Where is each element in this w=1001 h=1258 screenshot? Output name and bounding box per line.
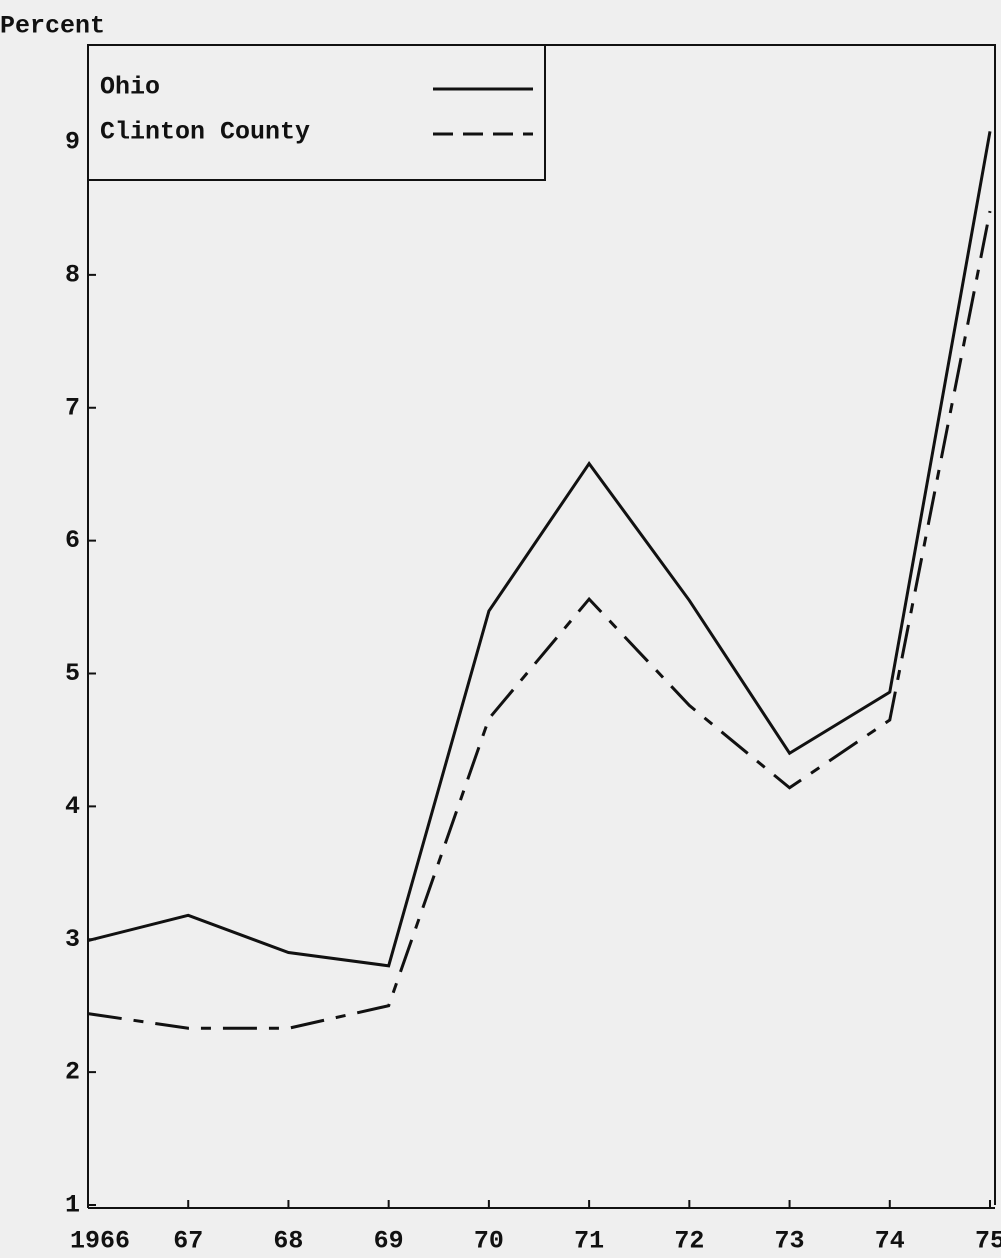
x-tick-label: 75: [975, 1227, 1001, 1256]
y-tick-label: 2: [65, 1058, 80, 1087]
series-line: [87, 131, 992, 968]
y-tick-label: 8: [65, 260, 80, 289]
y-tick-label: 1: [65, 1191, 80, 1220]
legend-label: Clinton County: [100, 118, 310, 147]
legend-label: Ohio: [100, 73, 160, 102]
y-tick-label: 5: [65, 659, 80, 688]
x-tick-label: 69: [374, 1227, 404, 1256]
x-tick-label: 73: [775, 1227, 805, 1256]
x-tick-label: 70: [474, 1227, 504, 1256]
x-tick-label: 71: [574, 1227, 604, 1256]
legend-box: [87, 44, 546, 181]
x-tick-label: 1966: [70, 1227, 130, 1256]
y-tick-label: 7: [65, 393, 80, 422]
x-tick-label: 68: [273, 1227, 303, 1256]
x-tick-label: 67: [173, 1227, 203, 1256]
y-tick-label: 3: [65, 925, 80, 954]
y-axis-label: Percent: [0, 12, 105, 41]
y-tick-label: 6: [65, 526, 80, 555]
y-tick-label: 4: [65, 792, 80, 821]
x-tick-label: 74: [875, 1227, 905, 1256]
series-line: [87, 210, 992, 1030]
y-tick-label: 9: [65, 128, 80, 157]
x-tick-label: 72: [674, 1227, 704, 1256]
